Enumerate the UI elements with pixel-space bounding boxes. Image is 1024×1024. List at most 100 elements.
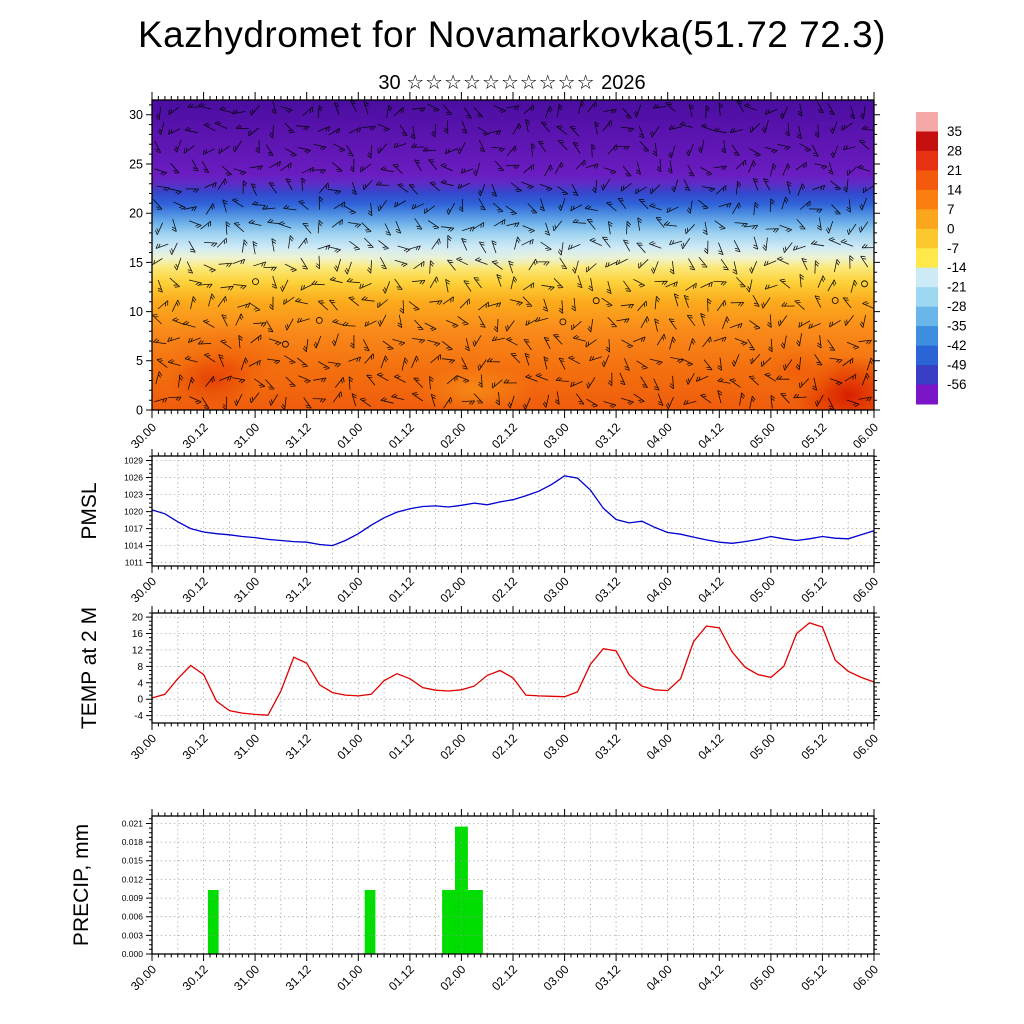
svg-text:04.00: 04.00 xyxy=(644,731,675,762)
svg-text:20: 20 xyxy=(132,613,144,624)
svg-text:14: 14 xyxy=(947,182,963,197)
svg-text:31.12: 31.12 xyxy=(283,420,314,451)
svg-text:TEMP at 2 M: TEMP at 2 M xyxy=(78,607,101,729)
svg-text:06.00: 06.00 xyxy=(850,420,881,451)
svg-text:04.12: 04.12 xyxy=(695,962,726,993)
svg-text:0.006: 0.006 xyxy=(122,912,144,922)
svg-text:04.00: 04.00 xyxy=(644,574,675,605)
svg-text:04.00: 04.00 xyxy=(644,420,675,451)
svg-text:0: 0 xyxy=(136,403,143,417)
svg-text:03.00: 03.00 xyxy=(541,731,572,762)
svg-text:1029: 1029 xyxy=(124,456,143,466)
svg-text:01.00: 01.00 xyxy=(334,420,365,451)
svg-text:0.012: 0.012 xyxy=(122,874,144,884)
svg-text:-28: -28 xyxy=(947,299,967,314)
svg-text:05.12: 05.12 xyxy=(798,962,829,993)
svg-text:01.00: 01.00 xyxy=(334,962,365,993)
page-title: Kazhydromet for Novamarkovka(51.72 72.3) xyxy=(137,14,886,55)
svg-text:02.12: 02.12 xyxy=(489,420,520,451)
temperature-colorbar: 35 28 21 14 7 0 -7 -14 -21 -28 -35 -42 -49 -56 xyxy=(916,112,967,405)
svg-text:04.12: 04.12 xyxy=(695,574,726,605)
svg-text:06.00: 06.00 xyxy=(850,574,881,605)
svg-text:16: 16 xyxy=(132,629,144,640)
svg-text:0: 0 xyxy=(947,221,955,236)
pmsl-series-line xyxy=(151,475,875,547)
svg-text:31.12: 31.12 xyxy=(283,731,314,762)
svg-text:02.00: 02.00 xyxy=(437,574,468,605)
svg-text:12: 12 xyxy=(132,645,144,656)
svg-text:0.009: 0.009 xyxy=(122,893,144,903)
svg-text:31.12: 31.12 xyxy=(283,962,314,993)
svg-text:1011: 1011 xyxy=(125,558,144,568)
temp-2m-panel: -4 0 4 8 12 16 20 30.00 30.12 31.00 31.12 01.00 01.1… xyxy=(78,606,881,762)
temp-2m-series-line xyxy=(151,622,875,716)
pmsl-panel: 1011 1014 1017 1020 1023 1026 1029 30.00 30.12 31… xyxy=(78,449,881,605)
svg-text:01.12: 01.12 xyxy=(386,574,417,605)
svg-text:1020: 1020 xyxy=(124,507,143,517)
svg-text:25: 25 xyxy=(129,157,143,171)
svg-text:30.00: 30.00 xyxy=(128,962,159,993)
svg-text:31.00: 31.00 xyxy=(231,962,262,993)
wind-barb-glyphs xyxy=(152,100,874,410)
chart-subtitle: 30 ☆☆☆☆☆☆☆☆☆☆ 2026 xyxy=(0,70,1024,95)
svg-text:-14: -14 xyxy=(947,260,967,275)
svg-text:35: 35 xyxy=(947,124,962,139)
svg-text:03.00: 03.00 xyxy=(541,574,572,605)
svg-text:03.00: 03.00 xyxy=(541,962,572,993)
svg-text:03.12: 03.12 xyxy=(592,731,623,762)
precip-bar xyxy=(364,890,376,954)
svg-text:02.00: 02.00 xyxy=(437,962,468,993)
svg-text:0.018: 0.018 xyxy=(122,837,144,847)
svg-text:1023: 1023 xyxy=(124,490,143,500)
svg-text:-7: -7 xyxy=(947,241,959,256)
svg-text:03.12: 03.12 xyxy=(592,574,623,605)
svg-text:02.12: 02.12 xyxy=(489,731,520,762)
svg-text:15: 15 xyxy=(129,256,143,270)
svg-text:0: 0 xyxy=(137,695,143,706)
svg-text:30: 30 xyxy=(129,108,143,122)
svg-text:4: 4 xyxy=(137,678,143,689)
calm-wind-circle-icon xyxy=(252,278,259,286)
svg-text:31.00: 31.00 xyxy=(231,420,262,451)
svg-text:30.00: 30.00 xyxy=(128,574,159,605)
svg-text:21: 21 xyxy=(947,163,962,178)
calm-wind-circle-icon xyxy=(861,280,868,288)
svg-text:0.000: 0.000 xyxy=(122,949,144,959)
profile-panel: 0 5 10 15 20 25 30 30.00 30.12 31.00 31.12 01.00 01.… xyxy=(128,92,881,451)
svg-text:03.12: 03.12 xyxy=(592,962,623,993)
svg-text:5: 5 xyxy=(136,354,143,368)
svg-text:-49: -49 xyxy=(947,358,967,373)
svg-text:31.00: 31.00 xyxy=(231,574,262,605)
svg-text:06.00: 06.00 xyxy=(850,731,881,762)
calm-wind-circle-icon xyxy=(281,340,289,348)
svg-text:01.12: 01.12 xyxy=(386,962,417,993)
svg-text:-21: -21 xyxy=(947,280,967,295)
svg-text:31.00: 31.00 xyxy=(231,731,262,762)
temperature-field-patches xyxy=(154,238,874,410)
svg-text:30.00: 30.00 xyxy=(128,731,159,762)
calm-wind-circle-icon xyxy=(315,316,323,324)
svg-text:05.00: 05.00 xyxy=(747,574,778,605)
svg-text:1017: 1017 xyxy=(124,524,143,534)
svg-text:02.00: 02.00 xyxy=(437,420,468,451)
svg-text:1014: 1014 xyxy=(124,541,143,551)
precip-bar xyxy=(207,890,219,954)
svg-text:28: 28 xyxy=(947,143,962,158)
svg-text:0.015: 0.015 xyxy=(122,856,144,866)
calm-wind-circle-icon xyxy=(831,297,839,304)
svg-text:8: 8 xyxy=(137,662,143,673)
svg-text:05.00: 05.00 xyxy=(747,731,778,762)
svg-text:30.12: 30.12 xyxy=(180,731,211,762)
svg-text:30.12: 30.12 xyxy=(180,962,211,993)
calm-wind-circle-icon xyxy=(592,297,600,305)
svg-text:0.003: 0.003 xyxy=(122,930,144,940)
svg-text:-56: -56 xyxy=(947,377,967,392)
svg-text:05.00: 05.00 xyxy=(747,962,778,993)
svg-text:05.12: 05.12 xyxy=(798,420,829,451)
subtitle-year: 2026 xyxy=(601,72,646,94)
svg-text:02.12: 02.12 xyxy=(489,574,520,605)
svg-text:01.00: 01.00 xyxy=(334,574,365,605)
svg-text:04.12: 04.12 xyxy=(695,420,726,451)
svg-text:PRECIP, mm: PRECIP, mm xyxy=(70,824,93,946)
calm-wind-circle-icon xyxy=(559,318,567,326)
